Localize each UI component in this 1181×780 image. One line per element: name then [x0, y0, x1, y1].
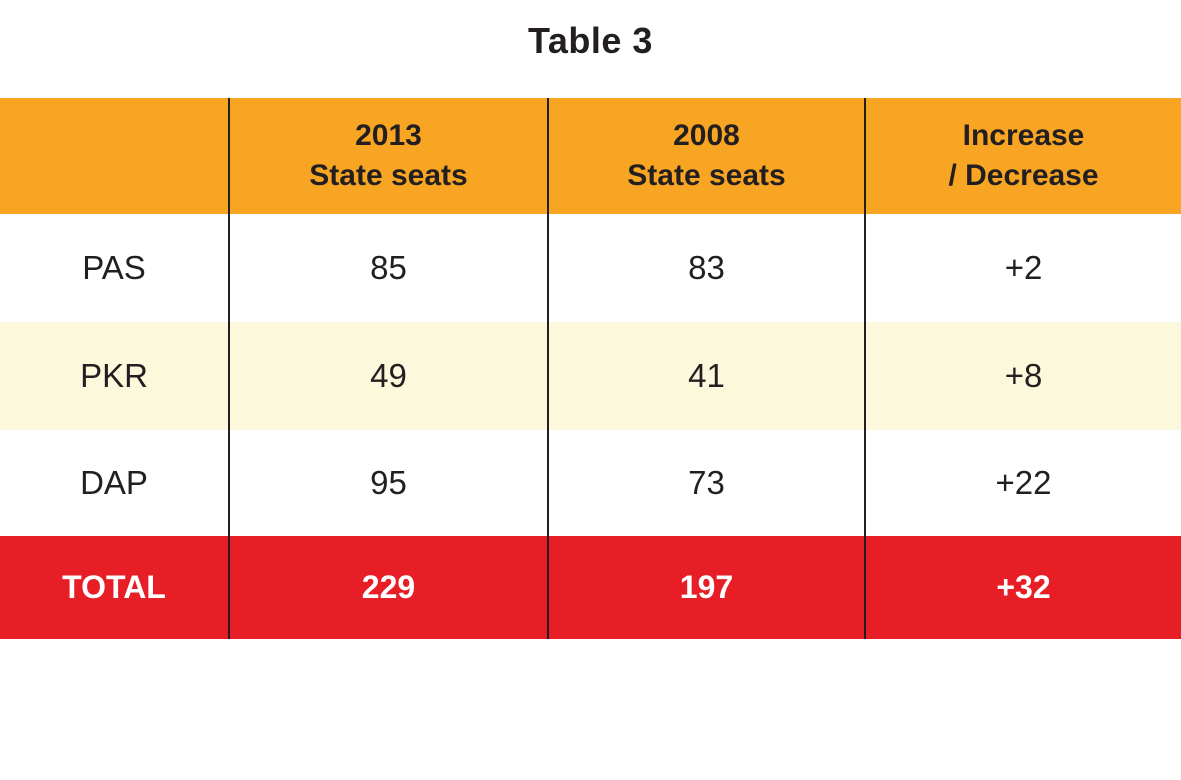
- cell-pas-2008: 83: [547, 214, 864, 322]
- cell-pkr-party: PKR: [0, 322, 228, 430]
- state-seats-table: 2013 State seats 2008 State seats Increa…: [0, 98, 1181, 639]
- header-line: State seats: [627, 159, 786, 192]
- header-cell-empty: [0, 98, 228, 214]
- cell-pas-change: +2: [864, 214, 1181, 322]
- cell-dap-2013: 95: [228, 430, 547, 536]
- header-line: 2008: [673, 119, 740, 152]
- header-cell-2008-seats: 2008 State seats: [547, 98, 864, 214]
- cell-pas-2013: 85: [228, 214, 547, 322]
- cell-dap-party: DAP: [0, 430, 228, 536]
- header-cell-increase-decrease: Increase / Decrease: [864, 98, 1181, 214]
- cell-pkr-2008: 41: [547, 322, 864, 430]
- table-title: Table 3: [528, 20, 653, 61]
- cell-dap-2008: 73: [547, 430, 864, 536]
- cell-total-label: TOTAL: [0, 536, 228, 639]
- header-line: 2013: [355, 119, 422, 152]
- cell-pkr-change: +8: [864, 322, 1181, 430]
- cell-pkr-2013: 49: [228, 322, 547, 430]
- header-cell-2013-seats: 2013 State seats: [228, 98, 547, 214]
- cell-total-2013: 229: [228, 536, 547, 639]
- header-line: Increase: [962, 119, 1085, 152]
- cell-total-2008: 197: [547, 536, 864, 639]
- cell-pas-party: PAS: [0, 214, 228, 322]
- cell-total-change: +32: [864, 536, 1181, 639]
- header-line: / Decrease: [948, 159, 1099, 192]
- header-line: State seats: [309, 159, 468, 192]
- cell-dap-change: +22: [864, 430, 1181, 536]
